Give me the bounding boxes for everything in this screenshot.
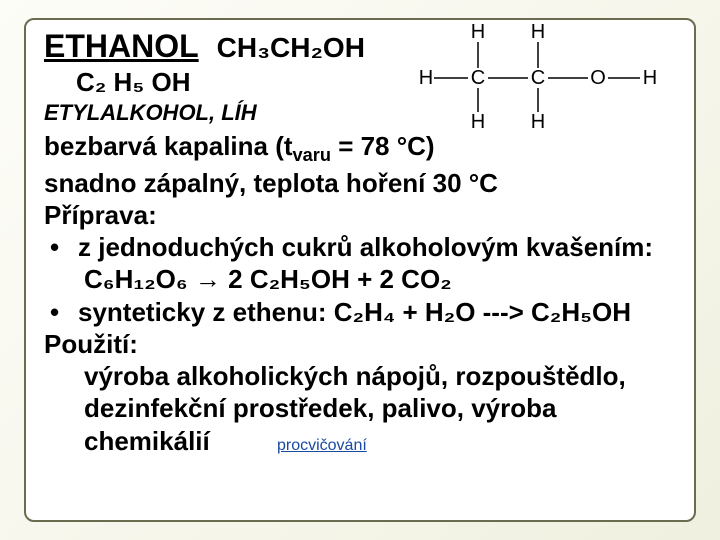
condensed-formula: CH₃CH₂OH — [217, 32, 365, 64]
content-card: ETHANOL CH₃CH₂OH C₂ H₅ OH ETYLALKOHOL, L… — [24, 18, 696, 522]
body-text: bezbarvá kapalina (tvaru = 78 °C) snadno… — [44, 130, 676, 457]
bullet-marker: • — [44, 231, 78, 263]
practice-link[interactable]: procvičování — [277, 437, 367, 454]
line-flammable: snadno zápalný, teplota hoření 30 °C — [44, 167, 676, 199]
bullet-fermentation: • z jednoduchých cukrů alkoholovým kvaše… — [44, 231, 676, 263]
usage-line-3: chemikálií procvičování — [44, 425, 676, 457]
bullet-text: synteticky z ethenu: C₂H₄ + H₂O ---> C₂H… — [78, 296, 676, 328]
text-frag: bezbarvá kapalina (t — [44, 131, 293, 161]
bullet-marker: • — [44, 296, 78, 328]
atom-h: H — [471, 111, 485, 132]
text-frag: = 78 °C) — [331, 131, 435, 161]
line-boiling: bezbarvá kapalina (tvaru = 78 °C) — [44, 130, 676, 167]
equation-fermentation: C₆H₁₂O₆ → 2 C₂H₅OH + 2 CO₂ — [44, 263, 676, 295]
atom-c: C — [531, 67, 545, 89]
line-preparation-header: Příprava: — [44, 199, 676, 231]
atom-h: H — [531, 111, 545, 132]
atom-h: H — [419, 67, 433, 89]
bullet-synthetic: • synteticky z ethenu: C₂H₄ + H₂O ---> C… — [44, 296, 676, 328]
atom-o: O — [590, 67, 606, 89]
usage-line-2: dezinfekční prostředek, palivo, výroba — [44, 392, 676, 424]
line-usage-header: Použití: — [44, 328, 676, 360]
atom-h: H — [471, 22, 485, 43]
page-title: ETHANOL — [44, 28, 199, 65]
subscript-varu: varu — [293, 145, 331, 165]
usage-line-1: výroba alkoholických nápojů, rozpouštědl… — [44, 360, 676, 392]
usage-text: chemikálií — [84, 426, 210, 456]
atom-c: C — [471, 67, 485, 89]
atom-h: H — [531, 22, 545, 43]
atom-h: H — [643, 67, 657, 89]
structural-formula: H H H C C O H H H — [408, 22, 668, 132]
bullet-text: z jednoduchých cukrů alkoholovým kvašení… — [78, 231, 676, 263]
